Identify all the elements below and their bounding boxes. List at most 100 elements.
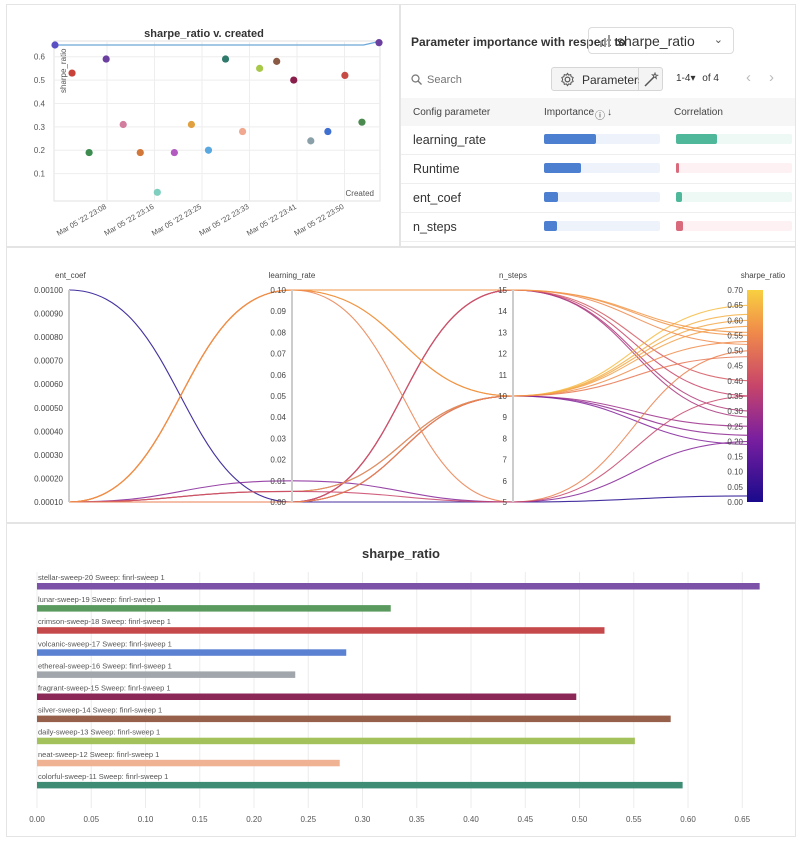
parcoords-tick: 0.00100	[34, 286, 63, 295]
pager-range[interactable]: 1-4▾	[676, 73, 696, 84]
scatter-point	[324, 127, 332, 136]
parcoords-axis-title: sharpe_ratio	[741, 271, 786, 280]
scatter-point	[153, 188, 161, 196]
scatter-point	[204, 146, 213, 154]
importance-bar-track	[544, 134, 660, 144]
pager: 1-4▾ of 4	[676, 73, 719, 84]
bar	[37, 583, 760, 590]
importance-row[interactable]: learning_rate	[401, 126, 795, 155]
search-box	[411, 71, 541, 91]
scatter-xtick: Mar 05 '22 23:33	[197, 202, 250, 238]
importance-bar	[544, 163, 582, 173]
parcoords-tick: 0.00050	[34, 404, 63, 413]
bar-xtick: 0.40	[463, 815, 479, 824]
parcoords-line	[68, 440, 756, 503]
metric-select-value: sharpe_ratio	[617, 33, 695, 49]
scatter-point	[290, 76, 298, 84]
col-importance[interactable]: Importance	[544, 107, 595, 118]
scatter-point	[221, 55, 230, 63]
scatter-point	[256, 64, 264, 72]
parcoords-tick: 0.00	[270, 498, 286, 507]
next-page-icon[interactable]: ›	[769, 69, 774, 86]
bar-label: ethereal-sweep-16 Sweep: finrl-sweep 1	[38, 661, 172, 670]
bar	[37, 605, 391, 612]
parcoords-tick: 0.20	[727, 437, 743, 446]
parcoords-tick: 0.70	[727, 286, 743, 295]
parcoords-tick: 0.00020	[34, 474, 63, 483]
parcoords-line	[69, 289, 756, 503]
bar	[37, 649, 347, 656]
parallel-coordinates-panel: ent_coef 0.00100 0.00090 0.00080 0.00070 0.00…	[6, 247, 796, 523]
scatter-xtick: Mar 05 '22 23:50	[292, 202, 345, 238]
bar-chart-title: sharpe_ratio	[362, 546, 440, 561]
bar-label: neat-sweep-12 Sweep: finrl-sweep 1	[38, 750, 159, 759]
scatter-title: sharpe_ratio v. created	[144, 28, 264, 40]
parcoords-tick: 0.06	[270, 371, 286, 380]
scatter-point	[85, 148, 93, 157]
pager-total: of 4	[702, 73, 719, 84]
scatter-point	[238, 127, 247, 136]
prev-page-icon[interactable]: ‹	[746, 69, 751, 86]
importance-row[interactable]: n_steps	[401, 213, 795, 242]
bar-xtick: 0.65	[735, 815, 751, 824]
bar	[37, 693, 577, 700]
scatter-point	[102, 55, 110, 63]
parcoords-tick: 0.10	[270, 286, 286, 295]
col-config-parameter[interactable]: Config parameter	[413, 107, 491, 118]
search-input[interactable]	[427, 71, 537, 89]
bar	[37, 737, 635, 745]
importance-table-header: Config parameter Importance ⓘ ↓ Correlat…	[401, 98, 795, 126]
parcoords-line	[68, 289, 756, 503]
scatter-point	[341, 71, 349, 79]
parameter-importance-panel: Parameter importance with respect to sha…	[400, 4, 796, 247]
param-name: Runtime	[413, 162, 460, 176]
correlation-bar	[676, 221, 683, 231]
parcoords-tick: 7	[503, 456, 508, 465]
parcoords-tick: 0.65	[727, 301, 743, 310]
parcoords-line	[69, 289, 756, 503]
parameters-button[interactable]: Parameters	[551, 67, 644, 91]
parcoords-tick: 0.45	[727, 362, 743, 371]
parcoords-tick: 0.60	[727, 316, 743, 325]
parcoords-tick: 0.00090	[34, 310, 63, 319]
parcoords-tick: 0.04	[270, 413, 286, 422]
col-correlation[interactable]: Correlation	[674, 107, 723, 118]
correlation-bar-track	[676, 221, 792, 231]
parallel-coordinates-chart: ent_coef 0.00100 0.00090 0.00080 0.00070 0.00…	[34, 271, 786, 507]
bar	[37, 759, 340, 767]
importance-bar	[544, 221, 557, 231]
parcoords-tick: 0.35	[727, 392, 743, 401]
scatter-frame	[53, 40, 381, 202]
parcoords-tick: 0.50	[727, 347, 743, 356]
scatter-ytick: 0.4	[34, 99, 46, 108]
scatter-point	[307, 137, 315, 145]
sort-desc-icon[interactable]: ↓	[607, 107, 612, 118]
parcoords-axis-title: learning_rate	[269, 271, 316, 280]
parcoords-tick: 14	[498, 307, 507, 316]
parcoords-tick: 0.03	[270, 434, 286, 443]
bar	[37, 781, 683, 789]
importance-row[interactable]: Runtime	[401, 155, 795, 184]
parcoords-tick: 0.00070	[34, 357, 63, 366]
parcoords-tick: 5	[503, 498, 508, 507]
importance-title: Parameter importance with respect to	[411, 35, 626, 49]
scatter-xtick: Mar 05 '22 23:25	[150, 202, 203, 238]
scatter-point	[68, 69, 76, 77]
sharpe-colorbar	[747, 290, 763, 502]
magic-wand-button[interactable]	[639, 67, 663, 91]
parcoords-line	[68, 395, 756, 503]
info-icon: ⓘ	[595, 111, 605, 122]
importance-row[interactable]: ent_coef	[401, 184, 795, 213]
scatter-point	[375, 39, 383, 47]
bar-xtick: 0.30	[355, 815, 371, 824]
correlation-bar-track	[676, 163, 792, 173]
parcoords-tick: 0.00030	[34, 451, 63, 460]
importance-bar-track	[544, 163, 660, 173]
metric-select[interactable]: sharpe_ratio ⌄	[588, 27, 734, 54]
correlation-bar	[676, 134, 717, 144]
importance-bar	[544, 134, 597, 144]
scatter-ytick: 0.2	[34, 146, 46, 155]
bar-label: daily-sweep-13 Sweep: finrl-sweep 1	[38, 728, 160, 737]
scatter-point	[170, 148, 178, 157]
pager-caret-icon: ▾	[690, 73, 696, 84]
